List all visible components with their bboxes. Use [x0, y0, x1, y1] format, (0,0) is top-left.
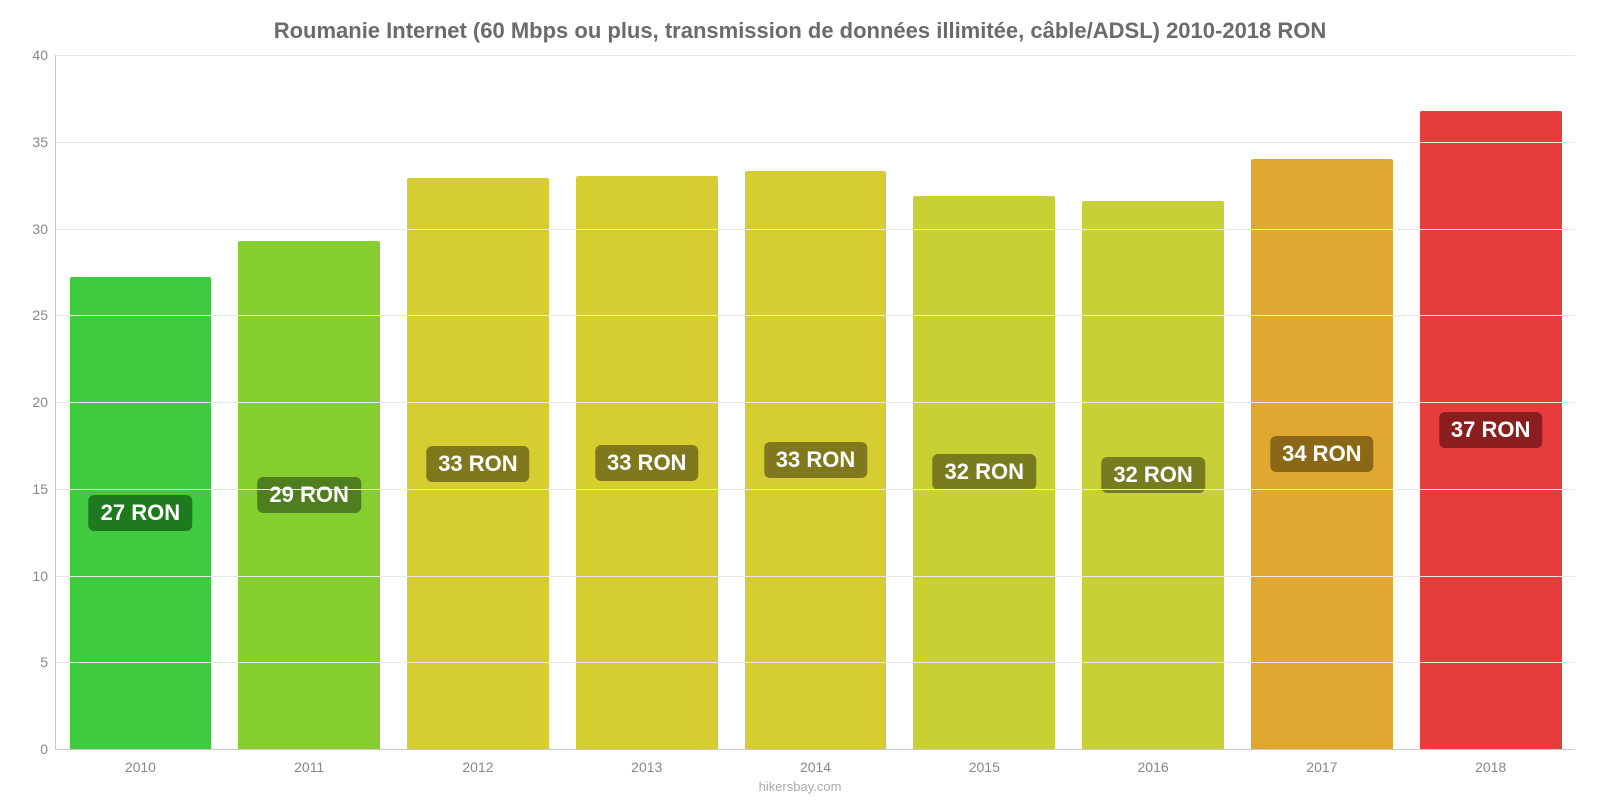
bar-value-label: 32 RON	[933, 454, 1036, 490]
y-axis-tick: 0	[40, 741, 56, 757]
chart-source: hikersbay.com	[0, 779, 1600, 794]
bar: 32 RON	[913, 196, 1055, 749]
bar-value-label: 33 RON	[764, 442, 867, 478]
chart-title: Roumanie Internet (60 Mbps ou plus, tran…	[0, 18, 1600, 44]
bar-value-label: 33 RON	[595, 445, 698, 481]
y-axis-tick: 35	[32, 134, 56, 150]
bar-value-label: 27 RON	[89, 495, 192, 531]
gridline	[56, 229, 1575, 230]
y-axis-tick: 25	[32, 307, 56, 323]
x-axis-tick: 2014	[800, 749, 831, 775]
gridline	[56, 662, 1575, 663]
bar-value-label: 34 RON	[1270, 436, 1373, 472]
y-axis-tick: 20	[32, 394, 56, 410]
y-axis-tick: 30	[32, 221, 56, 237]
bar: 37 RON	[1420, 111, 1562, 749]
gridline	[56, 315, 1575, 316]
y-axis-tick: 15	[32, 481, 56, 497]
y-axis-tick: 40	[32, 47, 56, 63]
bar: 34 RON	[1251, 159, 1393, 749]
plot-area: 27 RON201029 RON201133 RON201233 RON2013…	[55, 55, 1575, 750]
gridline	[56, 402, 1575, 403]
gridline	[56, 576, 1575, 577]
gridline	[56, 489, 1575, 490]
x-axis-tick: 2012	[462, 749, 493, 775]
gridline	[56, 142, 1575, 143]
x-axis-tick: 2016	[1138, 749, 1169, 775]
x-axis-tick: 2018	[1475, 749, 1506, 775]
bar-chart: Roumanie Internet (60 Mbps ou plus, tran…	[0, 0, 1600, 800]
x-axis-tick: 2013	[631, 749, 662, 775]
y-axis-tick: 10	[32, 568, 56, 584]
bar-value-label: 32 RON	[1101, 457, 1204, 493]
bar: 33 RON	[407, 178, 549, 749]
x-axis-tick: 2015	[969, 749, 1000, 775]
y-axis-tick: 5	[40, 654, 56, 670]
bar: 29 RON	[238, 241, 380, 749]
gridline	[56, 55, 1575, 56]
x-axis-tick: 2011	[294, 749, 324, 775]
bar-value-label: 37 RON	[1439, 412, 1542, 448]
bar: 32 RON	[1082, 201, 1224, 749]
bar-value-label: 33 RON	[426, 446, 529, 482]
x-axis-tick: 2010	[125, 749, 156, 775]
x-axis-tick: 2017	[1306, 749, 1337, 775]
bar: 27 RON	[70, 277, 212, 749]
bar-value-label: 29 RON	[257, 477, 360, 513]
